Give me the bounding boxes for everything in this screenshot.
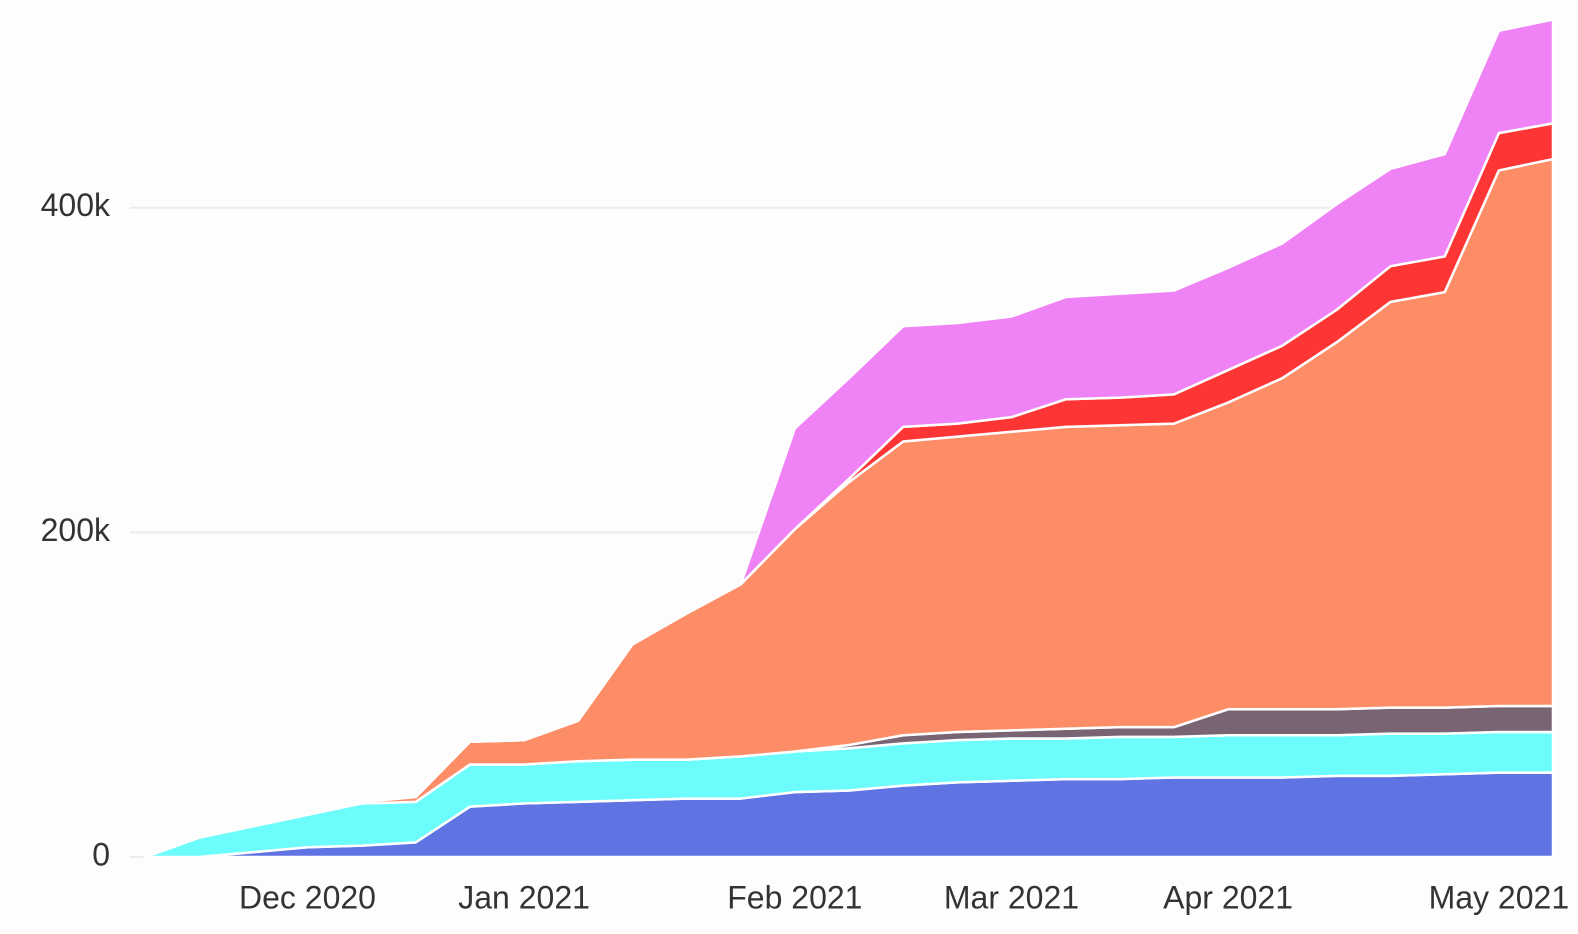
y-tick-label: 0 <box>92 836 110 872</box>
y-tick-label: 200k <box>41 512 111 548</box>
area <box>143 18 1555 859</box>
x-tick-label: Jan 2021 <box>458 879 590 915</box>
x-tick-label: Dec 2020 <box>239 879 376 915</box>
y-tick-label: 400k <box>41 187 111 223</box>
x-tick-label: May 2021 <box>1429 879 1570 915</box>
x-tick-label: Mar 2021 <box>944 879 1079 915</box>
x-tick-label: Apr 2021 <box>1163 879 1293 915</box>
x-tick-label: Feb 2021 <box>727 879 862 915</box>
